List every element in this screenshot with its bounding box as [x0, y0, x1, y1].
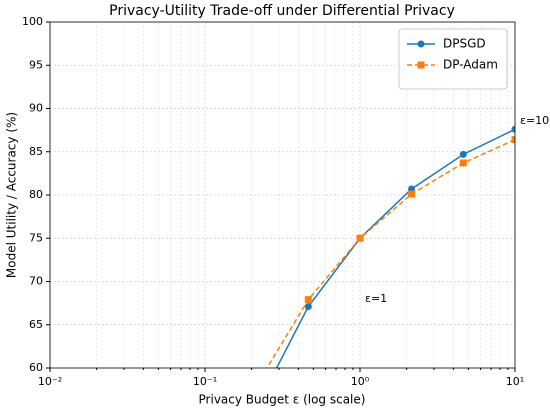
legend-label: DP-Adam [443, 58, 498, 72]
chart-title: Privacy-Utility Trade-off under Differen… [109, 3, 455, 19]
annotation: ε=1 [365, 292, 387, 305]
y-tick-label: 80 [29, 188, 43, 201]
legend-marker [417, 40, 425, 48]
series-line [275, 128, 515, 368]
marker [253, 382, 260, 389]
annotation: ε=10 [520, 114, 549, 127]
marker [511, 136, 515, 144]
y-axis-label: Model Utility / Accuracy (%) [5, 112, 19, 278]
marker [356, 234, 364, 242]
marker [408, 190, 416, 198]
marker [304, 303, 312, 311]
x-tick-label: 10⁻² [38, 375, 62, 388]
plot-area [253, 125, 515, 389]
marker [304, 296, 312, 304]
y-tick-label: 70 [29, 275, 43, 288]
marker [511, 125, 515, 133]
series-line [266, 138, 515, 368]
y-tick-label: 75 [29, 231, 43, 244]
x-tick-label: 10⁻¹ [193, 375, 217, 388]
marker [459, 150, 467, 158]
y-tick-label: 90 [29, 102, 43, 115]
y-tick-label: 100 [22, 15, 43, 28]
y-tick-label: 85 [29, 145, 43, 158]
x-tick-label: 10¹ [506, 375, 524, 388]
legend-label: DPSGD [443, 37, 486, 51]
x-tick-label: 10⁰ [351, 375, 370, 388]
x-axis-label: Privacy Budget ε (log scale) [199, 393, 366, 407]
plot-frame [49, 21, 516, 369]
y-tick-label: 60 [29, 361, 43, 374]
legend-marker [417, 61, 425, 69]
marker [459, 159, 467, 167]
y-tick-label: 65 [29, 318, 43, 331]
y-tick-label: 95 [29, 58, 43, 71]
